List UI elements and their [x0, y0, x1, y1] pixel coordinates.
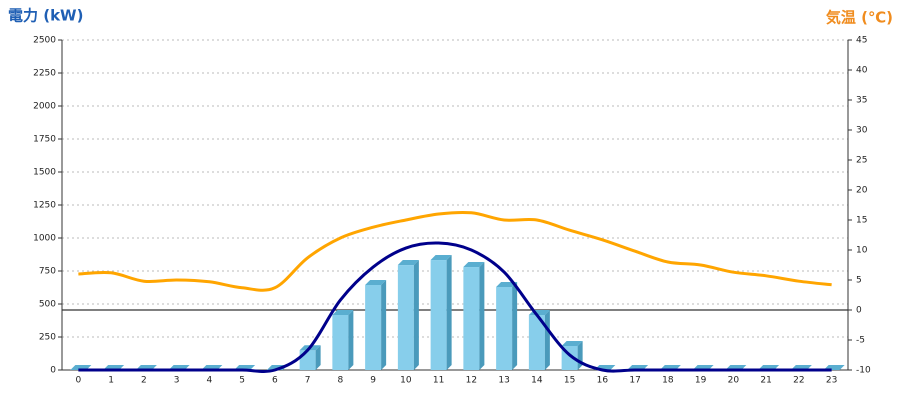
- y-tick-label: 500: [39, 300, 56, 310]
- x-tick-label: 18: [662, 376, 674, 386]
- y2-tick-label: 15: [856, 216, 867, 226]
- x-tick-label: 12: [466, 376, 477, 386]
- x-tick-label: 1: [108, 376, 114, 386]
- y-axis-title: 電力 (kW): [8, 7, 83, 25]
- bar: [397, 265, 414, 370]
- x-tick-label: 6: [272, 376, 278, 386]
- x-tick-label: 4: [207, 376, 213, 386]
- bar-top: [430, 255, 452, 261]
- x-tick-label: 11: [433, 376, 444, 386]
- bar: [463, 267, 480, 370]
- y-tick-label: 1500: [33, 168, 56, 178]
- x-tick-label: 22: [793, 376, 804, 386]
- bar: [332, 314, 349, 370]
- x-tick-label: 3: [174, 376, 180, 386]
- bar-side: [381, 279, 387, 370]
- x-tick-label: 15: [564, 376, 575, 386]
- y2-tick-label: 45: [856, 36, 867, 46]
- y-tick-label: 2250: [33, 69, 56, 79]
- x-tick-label: 2: [141, 376, 147, 386]
- line: [78, 241, 832, 373]
- y-tick-label: 1000: [33, 234, 56, 244]
- x-tick-label: 20: [728, 376, 740, 386]
- y-tick-label: 1750: [33, 135, 56, 145]
- y2-tick-label: 30: [856, 126, 868, 136]
- bar-side: [479, 262, 485, 370]
- x-tick-label: 10: [400, 376, 412, 386]
- y2-tick-label: -5: [856, 336, 865, 346]
- x-tick-label: 19: [695, 376, 707, 386]
- bar-side: [315, 345, 321, 370]
- y2-tick-label: 25: [856, 156, 867, 166]
- y-tick-label: 0: [50, 366, 56, 376]
- bar-top: [561, 340, 583, 346]
- bar: [365, 284, 382, 370]
- y2-axis-title: 気温 (℃): [826, 9, 893, 27]
- x-tick-label: 23: [826, 376, 837, 386]
- bar-side: [577, 340, 583, 370]
- y-tick-label: 750: [39, 267, 56, 277]
- y2-tick-label: 10: [856, 246, 868, 256]
- x-tick-label: 17: [629, 376, 640, 386]
- y-tick-label: 2500: [33, 36, 56, 46]
- y-tick-label: 1250: [33, 201, 56, 211]
- bar-side: [512, 281, 518, 370]
- bar: [430, 260, 447, 370]
- bar: [496, 286, 513, 370]
- x-tick-label: 16: [597, 376, 609, 386]
- bar-side: [446, 255, 452, 370]
- y2-tick-label: -10: [856, 366, 871, 376]
- x-tick-label: 8: [338, 376, 344, 386]
- bar-top: [365, 279, 387, 285]
- bar-side: [413, 260, 419, 370]
- bar: [528, 314, 545, 370]
- x-tick-label: 9: [370, 376, 376, 386]
- bar-side: [348, 309, 354, 370]
- y2-tick-label: 0: [856, 306, 862, 316]
- y2-tick-label: 40: [856, 66, 868, 76]
- bar-side: [544, 309, 550, 370]
- line: [78, 210, 832, 292]
- bar: [299, 350, 316, 370]
- y2-tick-label: 20: [856, 186, 868, 196]
- y-tick-label: 250: [39, 333, 56, 343]
- bar-top: [397, 260, 419, 266]
- x-tick-label: 7: [305, 376, 311, 386]
- bar-top: [463, 262, 485, 268]
- x-tick-label: 21: [760, 376, 771, 386]
- x-tick-label: 13: [498, 376, 509, 386]
- y2-tick-label: 35: [856, 96, 867, 106]
- y2-tick-label: 5: [856, 276, 862, 286]
- bar-top: [332, 309, 354, 315]
- x-tick-label: 14: [531, 376, 543, 386]
- x-tick-label: 0: [76, 376, 82, 386]
- y-tick-label: 2000: [33, 102, 56, 112]
- x-tick-label: 5: [239, 376, 245, 386]
